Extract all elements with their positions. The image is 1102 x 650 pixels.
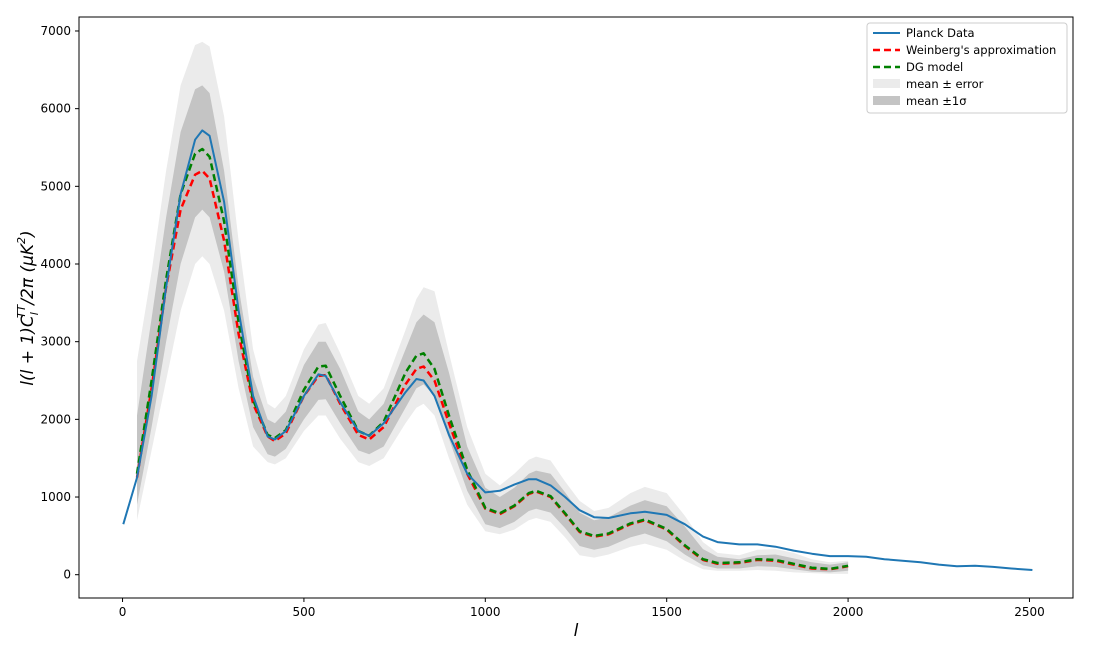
x-tick-label: 1000 bbox=[470, 605, 501, 619]
y-axis-title: l(l + 1)ClTT/2π (μK2) bbox=[15, 230, 41, 385]
x-tick-label: 2500 bbox=[1014, 605, 1045, 619]
y-tick-label: 2000 bbox=[40, 412, 71, 426]
y-tick-label: 0 bbox=[63, 568, 71, 582]
legend-swatch-error-band bbox=[873, 79, 900, 88]
sigma-band bbox=[137, 85, 849, 573]
legend-label-planck: Planck Data bbox=[906, 26, 975, 40]
x-tick-label: 2000 bbox=[833, 605, 864, 619]
legend: Planck Data Weinberg's approximation DG … bbox=[866, 22, 1068, 114]
y-tick-label: 5000 bbox=[40, 179, 71, 193]
y-tick-label: 7000 bbox=[40, 24, 71, 38]
y-tick-label: 4000 bbox=[40, 257, 71, 271]
y-tick-label: 3000 bbox=[40, 335, 71, 349]
x-tick-label: 0 bbox=[119, 605, 127, 619]
y-tick-label: 1000 bbox=[40, 490, 71, 504]
data-lines bbox=[122, 129, 1033, 571]
x-axis-title: l bbox=[574, 621, 579, 641]
legend-label-weinberg: Weinberg's approximation bbox=[906, 43, 1056, 57]
legend-swatch-sigma-band bbox=[873, 96, 900, 105]
y-tick-label: 6000 bbox=[40, 102, 71, 116]
legend-label-error-band: mean ± error bbox=[906, 77, 984, 91]
legend-label-sigma-band: mean ±1σ bbox=[906, 94, 967, 108]
legend-box bbox=[866, 22, 1068, 114]
x-axis: 0 500 1000 1500 2000 2500 bbox=[119, 598, 1045, 619]
legend-label-dg: DG model bbox=[906, 60, 963, 74]
x-tick-label: 500 bbox=[292, 605, 315, 619]
planck-data-line bbox=[122, 129, 1033, 571]
confidence-bands bbox=[137, 41, 849, 574]
x-tick-label: 1500 bbox=[651, 605, 682, 619]
y-axis: 0 1000 2000 3000 4000 5000 6000 7000 bbox=[40, 24, 79, 582]
plot-frame bbox=[78, 16, 1074, 599]
dg-model-line bbox=[135, 147, 849, 571]
